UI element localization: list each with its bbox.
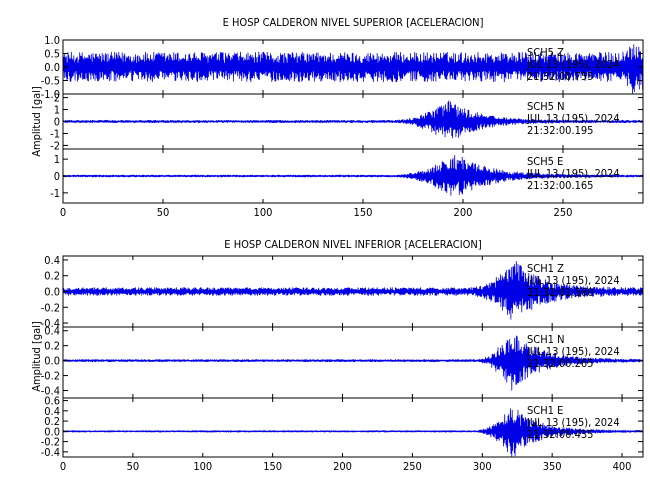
trace-annotation-line: SCH5 N	[527, 100, 564, 113]
chart-title: E HOSP CALDERON NIVEL INFERIOR [ACELERAC…	[224, 238, 482, 251]
y-tick-label: 0.6	[44, 395, 60, 408]
y-tick-label: -0.2	[41, 301, 60, 314]
x-tick-label: 200	[454, 206, 473, 219]
y-tick-label: 1	[54, 153, 60, 166]
y-tick-label: 1	[54, 104, 60, 117]
y-tick-label: 0.5	[44, 48, 60, 61]
x-tick-label: 50	[127, 460, 140, 473]
trace-annotation-line: 21:32:01.560	[527, 286, 593, 299]
trace-annotation-line: SCH5 Z	[527, 46, 564, 59]
trace-sch5-z	[62, 44, 644, 94]
x-tick-label: 100	[254, 206, 273, 219]
trace-sch5-e	[62, 155, 644, 196]
x-tick-label: 400	[613, 460, 632, 473]
y-tick-label: 0.4	[44, 405, 60, 418]
chart-1: E HOSP CALDERON NIVEL SUPERIOR [ACELERAC…	[30, 16, 644, 219]
trace-annotation-line: 21:32:00.165	[527, 179, 593, 192]
x-tick-label: 150	[263, 460, 282, 473]
y-axis-label: Amplitud [gal]	[30, 86, 43, 157]
y-tick-label: 0.0	[44, 286, 60, 299]
trace-annotation-line: JUL 13 (195), 2024	[526, 274, 620, 287]
x-tick-label: 150	[354, 206, 373, 219]
y-tick-label: -1	[50, 187, 60, 200]
x-tick-label: 350	[543, 460, 562, 473]
chart-title: E HOSP CALDERON NIVEL SUPERIOR [ACELERAC…	[223, 16, 484, 29]
trace-annotation-line: SCH1 N	[527, 333, 564, 346]
x-tick-label: 50	[157, 206, 170, 219]
x-tick-label: 300	[473, 460, 492, 473]
y-tick-label: 0.2	[44, 340, 60, 353]
y-tick-label: 0.2	[44, 270, 60, 283]
y-tick-label: -1	[50, 127, 60, 140]
y-axis-label: Amplitud [gal]	[30, 321, 43, 392]
y-tick-label: 0.0	[44, 355, 60, 368]
trace-annotation-line: JUL 13 (195), 2024	[526, 416, 620, 429]
x-tick-label: 0	[60, 460, 66, 473]
y-tick-label: 0	[54, 170, 60, 183]
y-tick-label: 1.0	[44, 34, 60, 47]
trace-annotation-line: SCH1 E	[527, 404, 563, 417]
trace-annotation-line: 21:32:00.265	[527, 357, 593, 370]
trace-annotation-line: SCH1 Z	[527, 262, 564, 275]
y-tick-label: -0.2	[41, 370, 60, 383]
y-tick-label: -0.4	[41, 446, 60, 459]
trace-annotation-line: 21:32:00.435	[527, 428, 593, 441]
y-tick-label: -2	[50, 139, 60, 152]
y-tick-label: -0.5	[41, 75, 60, 88]
chart-2: E HOSP CALDERON NIVEL INFERIOR [ACELERAC…	[30, 238, 644, 473]
y-tick-label: -0.2	[41, 436, 60, 449]
y-tick-label: 0	[54, 116, 60, 129]
x-tick-label: 250	[554, 206, 573, 219]
trace-annotation-line: 21:32:00.195	[527, 124, 593, 137]
trace-sch1-z	[62, 261, 644, 320]
trace-annotation-line: JUL 13 (195), 2024	[526, 112, 620, 125]
trace-annotation-line: JUL 13 (195), 2024	[526, 345, 620, 358]
trace-annotation-line: SCH5 E	[527, 155, 563, 168]
trace-sch1-n	[62, 335, 644, 391]
trace-annotation-line: JUL 13 (195), 2024	[526, 167, 620, 180]
trace-sch1-e	[62, 408, 644, 458]
y-tick-label: -0.4	[41, 385, 60, 398]
y-tick-label: 0.0	[44, 425, 60, 438]
y-tick-label: -1.0	[41, 88, 60, 101]
trace-sch5-n	[62, 100, 644, 139]
y-tick-label: 0.2	[44, 415, 60, 428]
x-tick-label: 0	[60, 206, 66, 219]
x-tick-label: 100	[193, 460, 212, 473]
x-tick-label: 200	[333, 460, 352, 473]
y-tick-label: 0.0	[44, 61, 60, 74]
y-tick-label: 0.4	[44, 325, 60, 338]
y-tick-label: 0.4	[44, 254, 60, 267]
y-tick-label: 2	[54, 92, 60, 105]
panel-frame	[62, 397, 644, 458]
trace-annotation-line: 21:32:00.755	[527, 70, 593, 83]
y-tick-label: -0.4	[41, 317, 60, 330]
trace-annotation-line: JUL 13 (195), 2024	[526, 58, 620, 71]
x-tick-label: 250	[403, 460, 422, 473]
